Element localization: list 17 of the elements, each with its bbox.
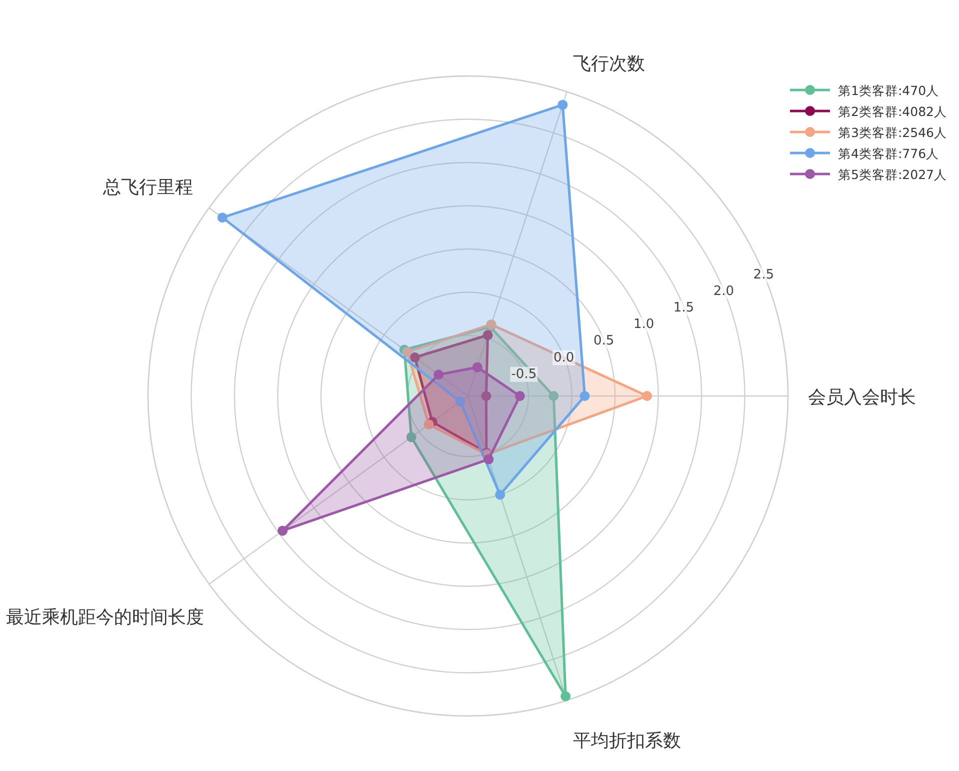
legend-label: 第5类客群:2027人 [838,167,947,182]
y-tick-label: 1.5 [673,300,694,316]
spoke-label: 平均折扣系数 [573,730,682,752]
spoke-label: 飞行次数 [573,54,646,75]
y-tick-label: -0.5 [511,366,537,382]
y-tick-label: 0.5 [593,334,614,349]
spoke-label: 会员入会时长 [808,387,916,408]
legend-label: 第2类客群:4082人 [838,104,947,119]
y-tick-label: 2.5 [753,268,774,283]
y-tick-label: 2.0 [713,284,734,300]
legend-label: 第3类客群:2546人 [838,125,947,140]
y-tick-label: 0.0 [554,350,574,366]
spoke-label: 最近乘机距今的时间长度 [6,606,204,628]
legend-label: 第4类客群:776人 [838,146,940,161]
spoke-label: 总飞行里程 [102,177,193,198]
legend-label: 第1类客群:470人 [838,83,940,98]
y-tick-label: 1.0 [633,317,654,332]
